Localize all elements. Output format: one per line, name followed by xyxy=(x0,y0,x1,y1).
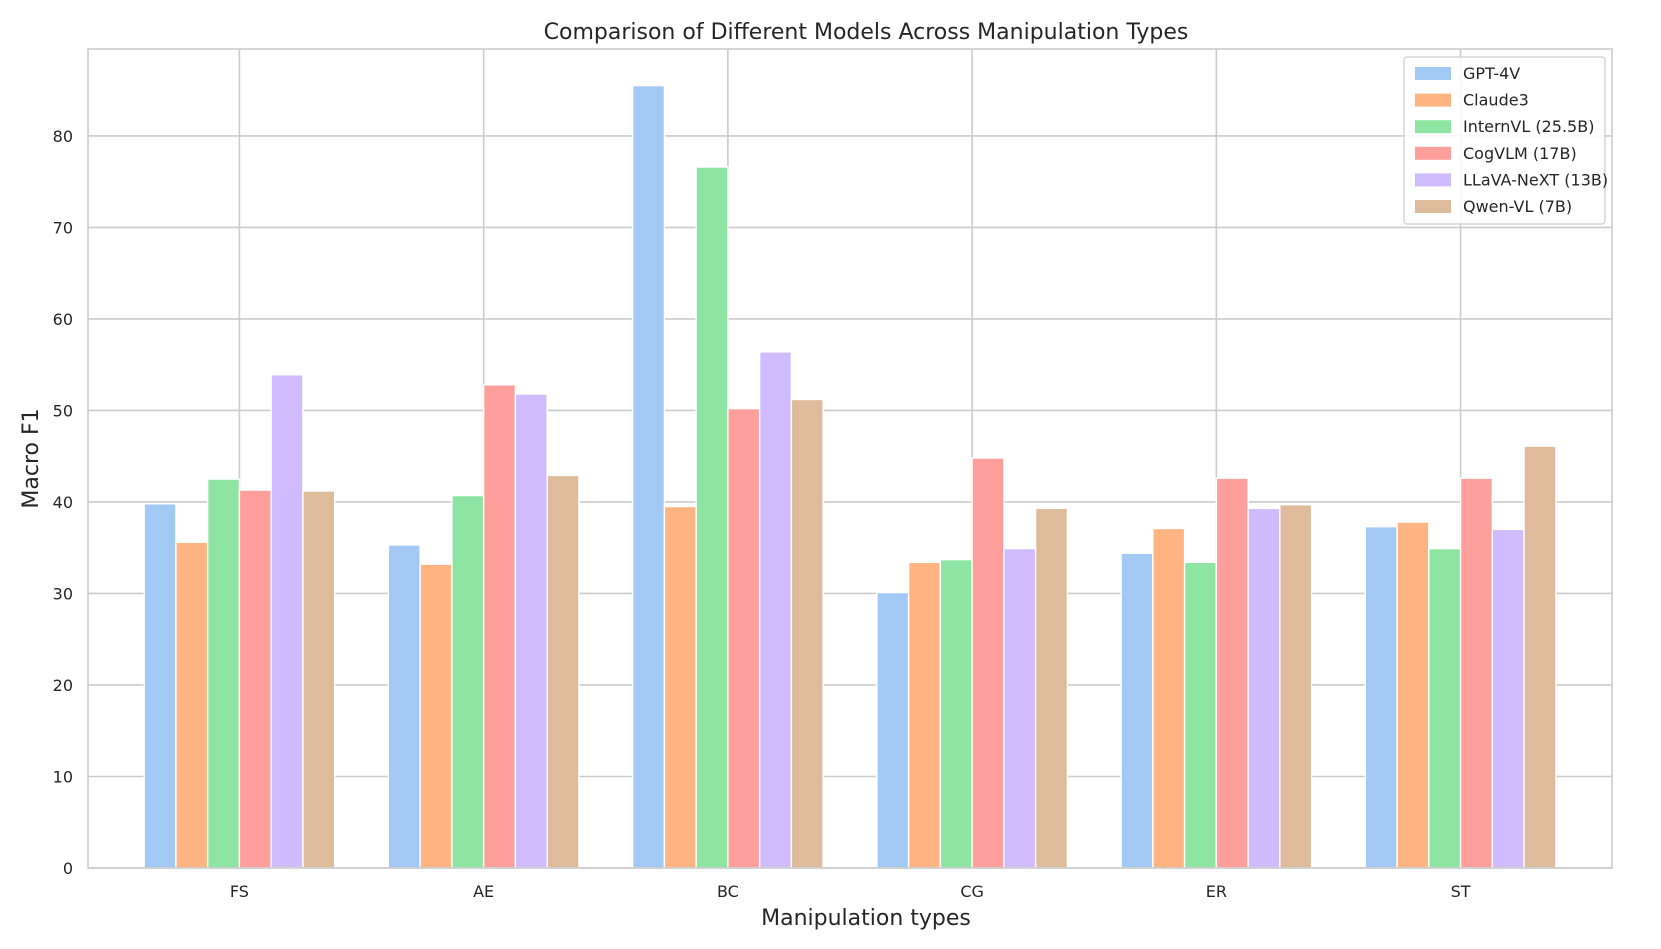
legend-swatch xyxy=(1415,173,1451,187)
y-tick-label: 0 xyxy=(63,859,73,878)
bar xyxy=(419,563,453,869)
bar xyxy=(1523,445,1557,869)
bar xyxy=(238,489,272,869)
bar xyxy=(482,384,517,869)
legend-label: LLaVA-NeXT (13B) xyxy=(1463,170,1608,189)
bar xyxy=(143,503,177,869)
bar xyxy=(1364,525,1398,869)
plot-area-frame xyxy=(87,48,1613,869)
legend-label: Qwen-VL (7B) xyxy=(1463,197,1572,216)
bar xyxy=(1459,477,1494,869)
bar xyxy=(206,478,241,869)
bar xyxy=(631,84,666,869)
legend-swatch xyxy=(1415,146,1451,160)
legend-swatch xyxy=(1415,93,1451,107)
legend-swatch xyxy=(1415,200,1451,213)
y-tick-label: 60 xyxy=(53,310,73,329)
x-tick-label: ST xyxy=(1451,882,1471,901)
bar xyxy=(695,166,729,869)
bar xyxy=(1034,507,1069,869)
bar xyxy=(514,393,548,869)
bar xyxy=(546,474,580,869)
bar xyxy=(1428,547,1462,869)
bar xyxy=(451,494,485,869)
y-axis-ticks: 0 10 20 30 40 50 60 70 80 xyxy=(53,127,73,878)
x-tick-label: CG xyxy=(960,882,984,901)
bar xyxy=(1152,527,1186,869)
bar xyxy=(1120,552,1154,869)
bar xyxy=(270,374,304,869)
bar xyxy=(387,544,421,869)
bar xyxy=(1183,561,1218,869)
legend-label: GPT-4V xyxy=(1463,64,1520,83)
y-tick-label: 80 xyxy=(53,127,73,146)
bar xyxy=(1396,521,1430,869)
legend: GPT-4V Claude3 InternVL (25.5B) CogVLM (17B… xyxy=(1403,56,1608,225)
x-tick-label: AE xyxy=(473,882,494,901)
bar xyxy=(939,558,973,869)
bar xyxy=(175,541,209,869)
bar xyxy=(758,351,793,869)
legend-label: InternVL (25.5B) xyxy=(1463,117,1594,136)
bar xyxy=(1003,547,1037,869)
y-tick-label: 70 xyxy=(53,218,73,237)
y-axis-title: Macro F1 xyxy=(19,408,44,508)
x-tick-label: BC xyxy=(717,882,739,901)
bar xyxy=(727,407,761,869)
legend-frame xyxy=(1403,56,1606,225)
x-tick-label: FS xyxy=(230,882,249,901)
bar xyxy=(1215,477,1249,869)
bar xyxy=(876,591,910,869)
legend-label: Claude3 xyxy=(1463,91,1529,110)
bar xyxy=(790,398,824,869)
bar xyxy=(302,490,336,869)
bar xyxy=(1491,528,1525,869)
x-axis-ticks: FS AE BC CG ER ST xyxy=(230,882,1471,901)
chart-title: Comparison of Different Models Across Ma… xyxy=(544,20,1189,45)
x-axis-title: Manipulation types xyxy=(761,906,971,931)
y-tick-label: 50 xyxy=(53,401,73,420)
bars xyxy=(143,84,1557,869)
y-tick-label: 30 xyxy=(53,584,73,603)
x-tick-label: ER xyxy=(1206,882,1227,901)
bar xyxy=(971,457,1005,869)
y-tick-label: 20 xyxy=(53,676,73,695)
legend-label: CogVLM (17B) xyxy=(1463,144,1577,163)
bar xyxy=(663,505,697,869)
y-tick-label: 10 xyxy=(53,767,73,786)
bar xyxy=(1279,504,1313,869)
bar xyxy=(907,561,942,869)
legend-swatch xyxy=(1415,67,1451,80)
bar xyxy=(1247,507,1281,869)
legend-swatch xyxy=(1415,120,1451,134)
y-tick-label: 40 xyxy=(53,493,73,512)
